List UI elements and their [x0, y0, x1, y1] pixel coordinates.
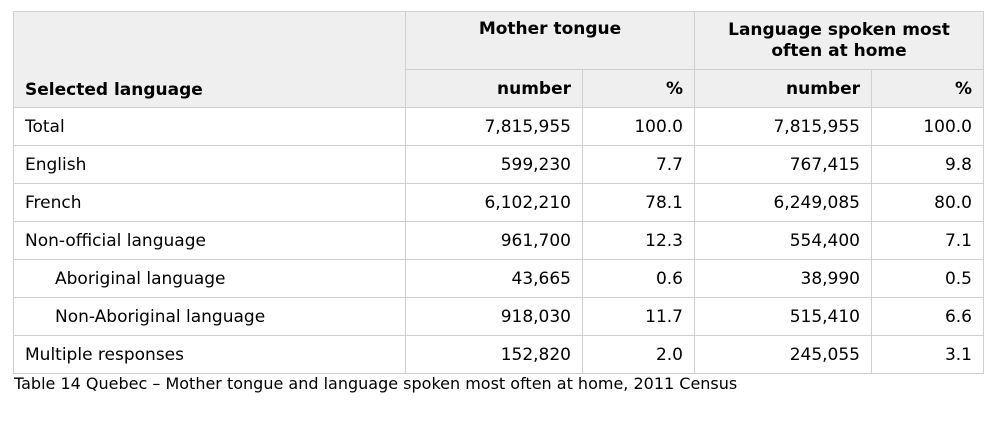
home-language-percent: 100.0	[871, 107, 984, 146]
mother-tongue-percent: 12.3	[582, 221, 695, 260]
table-header: Selected language Mother tongue Language…	[13, 11, 984, 108]
header-row-columns: number % number %	[14, 69, 984, 108]
table-row: Non-official language 961,700 12.3 554,400 7…	[13, 221, 984, 260]
home-language-number: 38,990	[694, 259, 872, 298]
row-label: Non-official language	[13, 221, 406, 260]
mother-tongue-number-header: number	[405, 69, 583, 108]
row-label: Total	[13, 107, 406, 146]
home-language-percent: 7.1	[871, 221, 984, 260]
home-language-number: 767,415	[694, 145, 872, 184]
table-row: Multiple responses 152,820 2.0 245,055 3.1	[13, 335, 984, 374]
mother-tongue-number: 43,665	[405, 259, 583, 298]
mother-tongue-number: 152,820	[405, 335, 583, 374]
mother-tongue-percent-header: %	[582, 69, 695, 108]
home-language-number: 245,055	[694, 335, 872, 374]
mother-tongue-percent: 78.1	[582, 183, 695, 222]
table-row: Non-Aboriginal language 918,030 11.7 515,41…	[13, 297, 984, 336]
row-label: Aboriginal language	[13, 259, 406, 298]
mother-tongue-number: 6,102,210	[405, 183, 583, 222]
home-language-percent: 6.6	[871, 297, 984, 336]
home-language-number: 7,815,955	[694, 107, 872, 146]
mother-tongue-number: 961,700	[405, 221, 583, 260]
mother-tongue-number: 7,815,955	[405, 107, 583, 146]
home-language-number: 6,249,085	[694, 183, 872, 222]
mother-tongue-percent: 100.0	[582, 107, 695, 146]
home-language-percent: 3.1	[871, 335, 984, 374]
home-language-header: Language spoken most often at home	[694, 11, 984, 70]
selected-language-header: Selected language	[13, 11, 406, 108]
table-row: English 599,230 7.7 767,415 9.8	[13, 145, 984, 184]
row-label: Non-Aboriginal language	[13, 297, 406, 336]
table-row: Total 7,815,955 100.0 7,815,955 100.0	[13, 107, 984, 146]
home-language-percent: 0.5	[871, 259, 984, 298]
mother-tongue-percent: 2.0	[582, 335, 695, 374]
mother-tongue-number: 918,030	[405, 297, 583, 336]
table-caption: Table 14 Quebec – Mother tongue and lang…	[14, 374, 738, 393]
table-row: French 6,102,210 78.1 6,249,085 80.0	[13, 183, 984, 222]
mother-tongue-percent: 11.7	[582, 297, 695, 336]
home-language-number: 554,400	[694, 221, 872, 260]
header-row-groups: Selected language Mother tongue Language…	[13, 11, 984, 108]
table-body: Total 7,815,955 100.0 7,815,955 100.0 English…	[13, 107, 984, 374]
home-language-number-header: number	[694, 69, 872, 108]
home-language-percent-header: %	[871, 69, 984, 108]
language-table: Selected language Mother tongue Language…	[13, 11, 984, 374]
language-table-container: Selected language Mother tongue Language…	[13, 11, 984, 374]
mother-tongue-number: 599,230	[405, 145, 583, 184]
row-label: English	[13, 145, 406, 184]
row-label: French	[13, 183, 406, 222]
home-language-percent: 80.0	[871, 183, 984, 222]
mother-tongue-percent: 7.7	[582, 145, 695, 184]
mother-tongue-percent: 0.6	[582, 259, 695, 298]
row-label: Multiple responses	[13, 335, 406, 374]
home-language-number: 515,410	[694, 297, 872, 336]
mother-tongue-header: Mother tongue	[405, 11, 695, 70]
home-language-percent: 9.8	[871, 145, 984, 184]
table-row: Aboriginal language 43,665 0.6 38,990 0.5	[13, 259, 984, 298]
